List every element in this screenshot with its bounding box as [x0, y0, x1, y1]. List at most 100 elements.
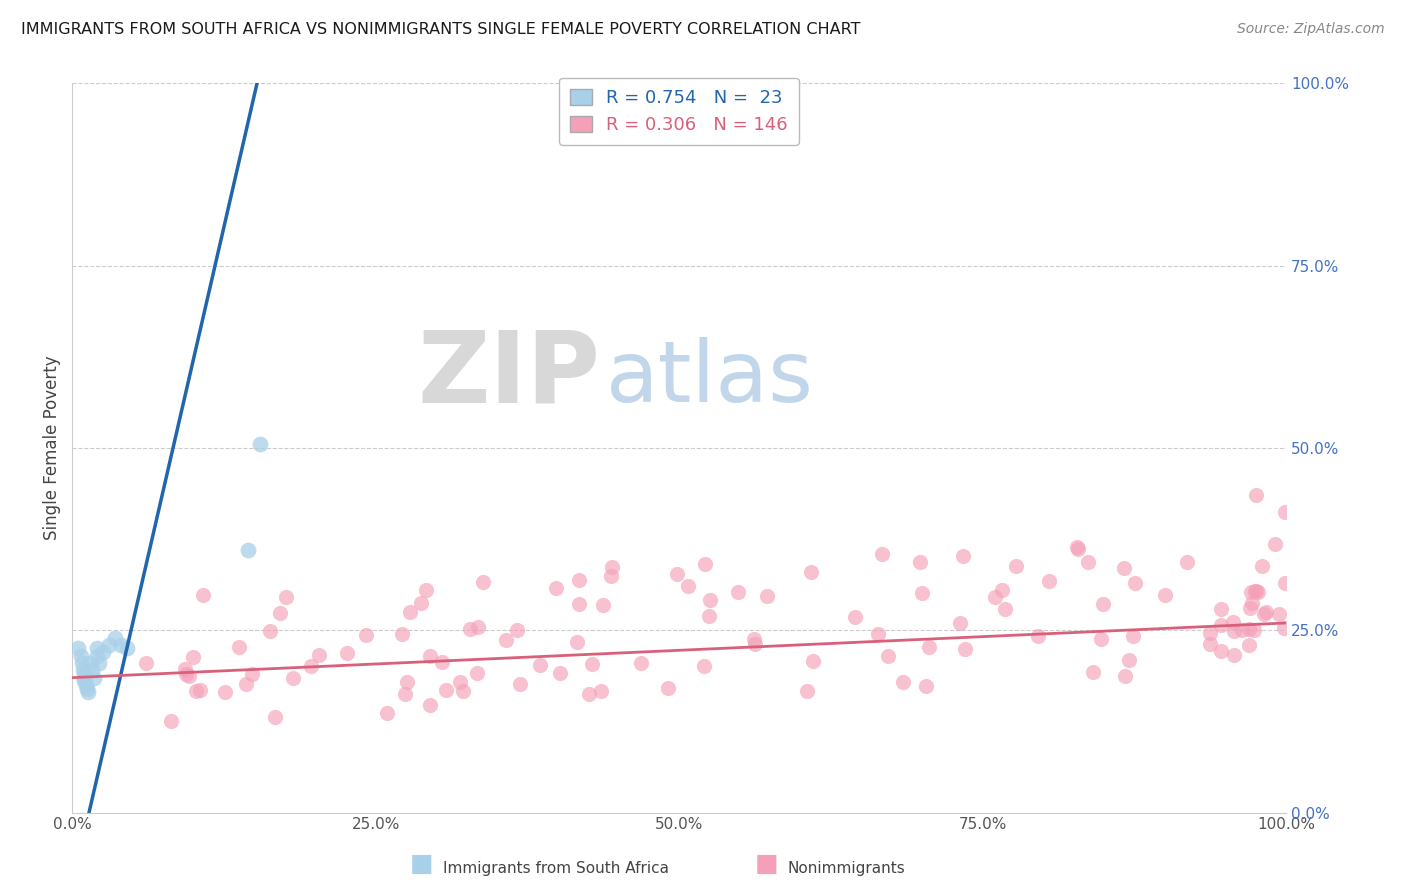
Point [69, 648, 91, 663]
Point [1122, 629, 1144, 643]
Point [599, 569, 621, 583]
Point [240, 666, 263, 681]
Point [91, 645, 114, 659]
Point [177, 669, 200, 683]
Point [97, 638, 120, 652]
Point [1177, 556, 1199, 570]
Point [73, 671, 96, 685]
Point [104, 631, 127, 645]
Point [396, 674, 419, 689]
Point [678, 579, 700, 593]
Point [79, 656, 101, 670]
Point [308, 648, 330, 662]
Point [188, 683, 211, 698]
Point [467, 620, 489, 634]
Point [1081, 665, 1104, 679]
Point [1077, 555, 1099, 569]
Point [87, 656, 110, 670]
Point [665, 566, 688, 581]
Point [548, 665, 571, 680]
Point [1244, 584, 1267, 599]
Point [529, 658, 551, 673]
Point [1090, 632, 1112, 646]
Point [911, 586, 934, 600]
Point [1274, 505, 1296, 519]
Point [274, 591, 297, 605]
Point [451, 683, 474, 698]
Point [1211, 618, 1233, 632]
Point [1066, 540, 1088, 554]
Text: ZIP: ZIP [418, 326, 600, 424]
Point [1243, 583, 1265, 598]
Point [1198, 637, 1220, 651]
Point [1028, 629, 1050, 643]
Point [415, 583, 437, 598]
Point [877, 648, 900, 663]
Point [1237, 622, 1260, 636]
Point [984, 590, 1007, 604]
Point [744, 637, 766, 651]
Point [495, 633, 517, 648]
Text: atlas: atlas [606, 337, 814, 420]
Point [589, 684, 612, 698]
Point [568, 597, 591, 611]
Point [1244, 488, 1267, 502]
Point [994, 602, 1017, 616]
Text: IMMIGRANTS FROM SOUTH AFRICA VS NONIMMIGRANTS SINGLE FEMALE POVERTY CORRELATION : IMMIGRANTS FROM SOUTH AFRICA VS NONIMMIG… [21, 22, 860, 37]
Point [800, 565, 823, 579]
Point [1118, 653, 1140, 667]
Point [1253, 607, 1275, 622]
Point [214, 685, 236, 699]
Point [727, 585, 749, 599]
Point [419, 698, 441, 712]
Point [744, 632, 766, 646]
Point [115, 641, 138, 656]
Point [269, 606, 291, 620]
Point [1272, 621, 1295, 635]
Point [581, 657, 603, 672]
Point [259, 624, 281, 638]
Point [73, 667, 96, 681]
Point [1232, 623, 1254, 637]
Point [75, 678, 97, 692]
Point [568, 573, 591, 587]
Point [801, 654, 824, 668]
Point [411, 596, 433, 610]
Point [697, 608, 720, 623]
Point [578, 687, 600, 701]
Point [354, 628, 377, 642]
Point [183, 650, 205, 665]
Point [1264, 536, 1286, 550]
Point [174, 667, 197, 681]
Point [1092, 598, 1115, 612]
Point [86, 648, 108, 663]
Point [1243, 623, 1265, 637]
Point [70, 656, 93, 670]
Point [1123, 576, 1146, 591]
Point [565, 635, 588, 649]
Point [1209, 644, 1232, 658]
Point [335, 646, 357, 660]
Point [1254, 605, 1277, 619]
Point [160, 714, 183, 728]
Point [434, 682, 457, 697]
Legend: R = 0.754   N =  23, R = 0.306   N = 146: R = 0.754 N = 23, R = 0.306 N = 146 [560, 78, 799, 145]
Point [1240, 596, 1263, 610]
Point [1274, 575, 1296, 590]
Point [1239, 601, 1261, 615]
Point [952, 549, 974, 563]
Point [193, 588, 215, 602]
Point [796, 684, 818, 698]
Point [695, 558, 717, 572]
Point [991, 582, 1014, 597]
Point [657, 681, 679, 695]
Point [1250, 558, 1272, 573]
Point [299, 658, 322, 673]
Point [391, 626, 413, 640]
Point [430, 655, 453, 669]
Point [1112, 561, 1135, 575]
Point [67, 641, 90, 656]
Point [134, 656, 156, 670]
Text: ■: ■ [411, 852, 433, 876]
Point [1223, 648, 1246, 662]
